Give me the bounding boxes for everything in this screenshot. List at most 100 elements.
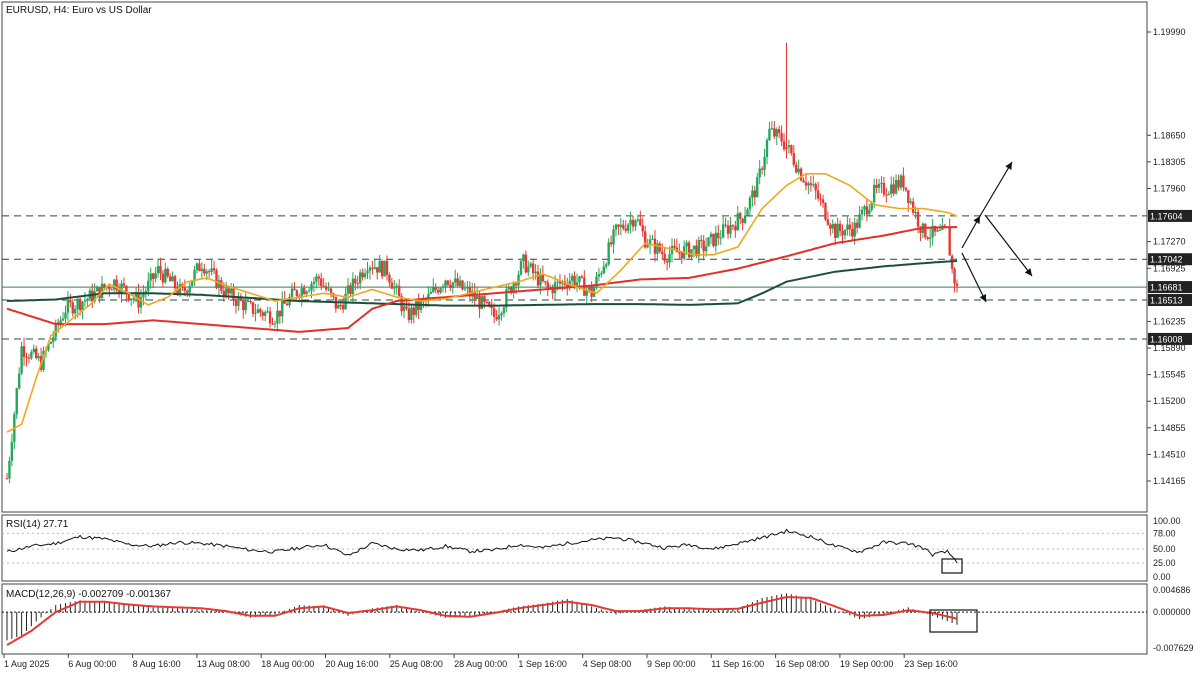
price-tick-label: 1.14510 [1153,449,1186,459]
candle-body [622,224,625,229]
candle-body [142,294,145,298]
candle-body [93,291,96,302]
candle-body [147,280,150,291]
candle-body [612,229,615,245]
candle-body [514,283,518,286]
candle-body [748,197,752,210]
candle-body [52,337,55,342]
candle-body [166,268,169,277]
candle-body [600,273,603,275]
candle-body [741,218,744,223]
candle-body [281,299,284,317]
candle-body [405,306,408,309]
candle-body [64,312,67,319]
candle-body [76,298,79,309]
candle-body [602,266,605,274]
candle-body [646,245,649,248]
time-tick-label: 28 Aug 00:00 [454,659,507,669]
macd-title: MACD(12,26,9) -0.002709 -0.001367 [6,589,172,600]
candle-body [807,183,810,186]
candle-body [829,224,832,229]
candle-body [186,290,189,293]
candle-body [302,288,306,295]
candle-body [190,280,194,286]
candle-body [312,281,316,284]
candle-body [315,276,318,282]
candle-body [439,288,442,293]
candle-body [619,224,623,227]
rsi-title: RSI(14) 27.71 [6,519,69,530]
candle-body [380,261,384,277]
level-label: 1.16513 [1150,296,1183,306]
candle-body [690,249,693,258]
candle-body [551,287,554,294]
candle-body [678,252,681,254]
candle-body [892,184,895,194]
candle-body [407,308,411,321]
candle-body [475,296,479,299]
candle-body [120,283,123,294]
candle-body [931,225,934,238]
candle-body [644,231,647,248]
candle-body [110,289,113,291]
candle-body [919,226,922,233]
candle-body [804,182,808,186]
candle-body [497,314,501,320]
rsi-tick-label: 100.00 [1153,516,1181,526]
price-tick-label: 1.14855 [1153,423,1186,433]
time-tick-label: 19 Sep 00:00 [840,659,894,669]
candle-body [546,282,549,289]
candle-body [59,320,62,325]
candle-body [953,268,956,284]
candle-body [127,293,130,301]
candle-body [777,129,781,134]
candle-body [868,209,871,215]
time-tick-label: 25 Aug 08:00 [390,659,443,669]
candle-body [383,260,386,277]
candle-body [858,214,861,228]
candle-body [877,183,881,188]
candle-body [485,301,489,303]
candle-body [324,286,328,290]
candle-body [797,168,800,173]
candle-body [463,288,467,290]
candle-body [266,311,269,313]
candle-body [322,285,325,287]
candle-body [361,272,364,278]
candle-body [200,268,204,272]
candle-body [841,231,844,236]
level-label-box [1148,253,1192,266]
scenario-arrow [961,215,981,249]
candle-body [259,309,262,313]
candle-body [531,263,535,274]
candle-body [237,296,240,306]
candle-body [207,271,211,273]
level-label-box [1148,209,1192,222]
candle-body [916,211,920,227]
price-tick-label: 1.19990 [1153,27,1186,37]
candle-body [458,280,462,286]
candle-body [91,290,94,302]
candle-body [30,352,33,359]
candle-body [544,281,547,283]
candle-body [656,243,659,254]
candle-body [943,225,947,227]
candle-body [665,260,669,263]
candle-body [356,283,359,285]
candle-body [870,202,873,210]
scenario-arrow [961,252,987,303]
candle-body [234,300,238,306]
candle-body [468,287,472,297]
candle-body [524,254,528,273]
candle-body [32,348,35,353]
candle-body [709,233,713,238]
candle-body [454,278,457,283]
candle-body [390,282,394,289]
candle-body [283,299,286,304]
candle-body [556,281,559,283]
candle-body [726,225,730,234]
candle-body [115,279,118,291]
candle-body [393,286,396,289]
candle-body [668,254,671,263]
macd-layer: 0.004686 0.000000 -0.007629 [2,585,1194,653]
